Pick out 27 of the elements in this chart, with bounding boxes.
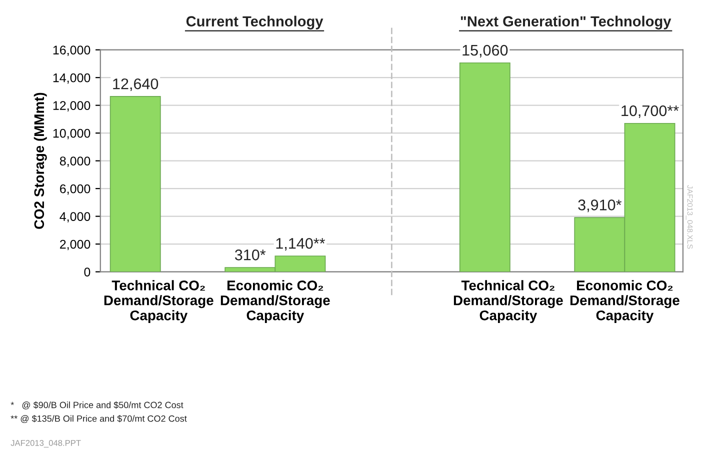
y-tick-label: 0 (84, 268, 90, 276)
y-tick-label: 14,000 (53, 73, 90, 84)
bar (110, 96, 161, 272)
data-label: 310* (234, 249, 266, 260)
data-label: 12,640 (113, 78, 158, 92)
y-tick-label: 10,000 (53, 128, 90, 140)
text: * @ $90/B Oil Price and $50/mt CO2 Cost (10, 401, 184, 410)
data-label: 15,060 (462, 44, 508, 58)
data-label: 1,140** (276, 238, 326, 251)
x-tick-label: Technical CO₂ Demand/Storage Capacity (104, 280, 214, 324)
bar (459, 62, 510, 272)
x-tick-label: Economic CO₂ Demand/Storage Capacity (220, 280, 330, 324)
y-tick-label: 6,000 (60, 184, 90, 195)
data-label: 3,910* (578, 200, 622, 212)
text: ** @ $135/B Oil Price and $70/mt CO2 Cost (10, 415, 187, 423)
text: JAF2013_048.PPT (10, 440, 81, 448)
x-tick-label: Technical CO₂ Demand/Storage Capacity (454, 280, 563, 324)
y-tick-label: 8,000 (60, 156, 90, 167)
data-label: 10,700** (622, 105, 679, 118)
y-tick-label: 4,000 (60, 212, 90, 222)
y-tick-label: 16,000 (53, 46, 90, 56)
y-tick-label: 12,000 (53, 101, 90, 112)
y-axis-title: CO2 Storage (MMmt) (34, 92, 47, 229)
y-tick-label: 2,000 (60, 240, 90, 250)
x-tick-label: Economic CO₂ Demand/Storage Capacity (570, 280, 680, 324)
text: "Next Generation" Technology (460, 16, 672, 30)
text: Current Technology (186, 16, 324, 30)
